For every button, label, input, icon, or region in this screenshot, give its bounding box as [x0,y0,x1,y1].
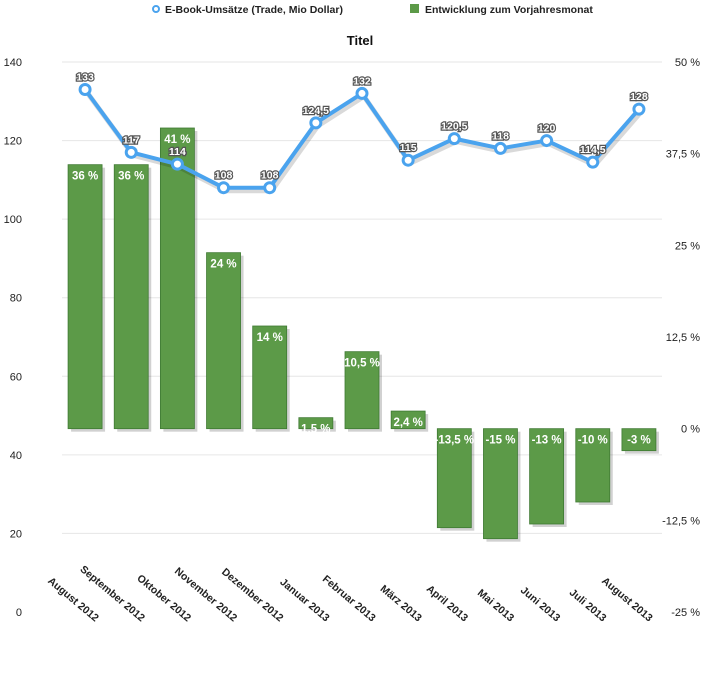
line-data-label: 114 [169,146,186,158]
x-tick-label: Juli 2013 [567,587,609,625]
bar-data-label: 41 % [164,134,190,146]
legend-line-label: E-Book-Umsätze (Trade, Mio Dollar) [165,4,343,16]
line-point [586,155,600,169]
line-data-label: 117 [123,134,140,146]
line-point [447,132,461,146]
y-left-tick-label: 0 [16,607,22,619]
legend-line-marker [152,5,160,13]
bar-data-label: -15 % [485,435,515,447]
x-tick-label: August 2013 [599,575,655,624]
line-data-label: 133 [76,72,94,84]
bar-data-label: 14 % [257,332,283,344]
bar-data-label: -13 % [532,435,562,447]
bar-data-label: 2,4 % [393,417,422,429]
line-point [124,145,138,159]
y-right-tick-label: 37,5 % [666,149,700,161]
bar-data-label: 36 % [118,171,144,183]
line-data-label: 108 [215,170,233,182]
bar-data-label: 24 % [210,259,236,271]
y-right-tick-label: 0 % [681,424,700,436]
legend-bar-marker [410,4,419,13]
legend-bar-label: Entwicklung zum Vorjahresmonat [425,4,593,16]
x-tick-label: Juni 2013 [518,584,562,624]
line-data-label: 115 [400,142,417,154]
bar [436,428,472,529]
bar-data-label: -10 % [578,435,608,447]
bar-data-label: -13,5 % [434,435,474,447]
data-labels: 36 % 36 % 41 % 24 % 14 % 1,5 % 10,5 % 2,4 % -13,… [72,70,651,447]
y-left-tick-label: 40 [10,450,22,462]
line-data-label: 118 [492,130,509,142]
bar [390,410,426,430]
bar [113,164,149,430]
bar [575,428,611,503]
line-point [355,86,369,100]
bar [621,428,657,452]
line-data-label: 132 [353,75,371,87]
bar [67,164,103,430]
gridlines [62,61,662,534]
bar-data-label: -3 % [627,435,651,447]
bar-data-label: 36 % [72,171,98,183]
line-data-label: 120,5 [441,121,467,133]
bar [483,428,518,540]
bar [529,428,565,525]
y-right-tick-label: 50 % [675,57,700,69]
y-right-tick-label: -12,5 % [662,515,700,527]
x-tick-label: April 2013 [424,583,470,625]
line-data-label: 120 [538,123,556,135]
y-left-tick-label: 100 [4,214,22,226]
bar [159,127,195,430]
line-data-label: 108 [261,170,279,182]
x-tick-label: Mai 2013 [475,587,516,624]
legend: E-Book-Umsätze (Trade, Mio Dollar) Entwi… [152,4,593,16]
line-point [401,153,415,167]
y-left-tick-label: 80 [10,293,22,305]
line-point [217,181,231,195]
y-right-tick-label: 25 % [675,240,700,252]
bar [252,325,288,430]
chart-title: Titel [347,33,374,48]
line-point [309,116,323,130]
bar-data-label: 10,5 % [344,358,380,370]
line-series [78,83,646,195]
y-left-tick-label: 20 [10,528,22,540]
line-data-label: 114,5 [580,144,606,156]
line-point [493,141,507,155]
y-left-tick-label: 60 [10,371,22,383]
y-left-tick-label: 140 [4,57,22,69]
bar [298,417,334,430]
bar [344,351,380,430]
line-point [263,181,277,195]
axes: 0 20 40 60 80 100 120 140 -25 % -12,5 % 0 % 12,5 % 2… [4,57,701,624]
bar-data-label: 1,5 % [301,424,330,436]
bar-series [67,127,659,542]
line-point [170,157,184,171]
line-point [632,102,646,116]
x-tick-label: März 2013 [378,583,424,625]
line-data-label: 124,5 [303,105,329,117]
bar [206,252,241,430]
y-right-tick-label: -25 % [671,607,700,619]
line-point [540,134,554,148]
line-point [78,83,92,96]
line-data-label: 128 [630,91,648,103]
y-left-tick-label: 120 [4,136,22,148]
y-right-tick-label: 12,5 % [666,332,700,344]
